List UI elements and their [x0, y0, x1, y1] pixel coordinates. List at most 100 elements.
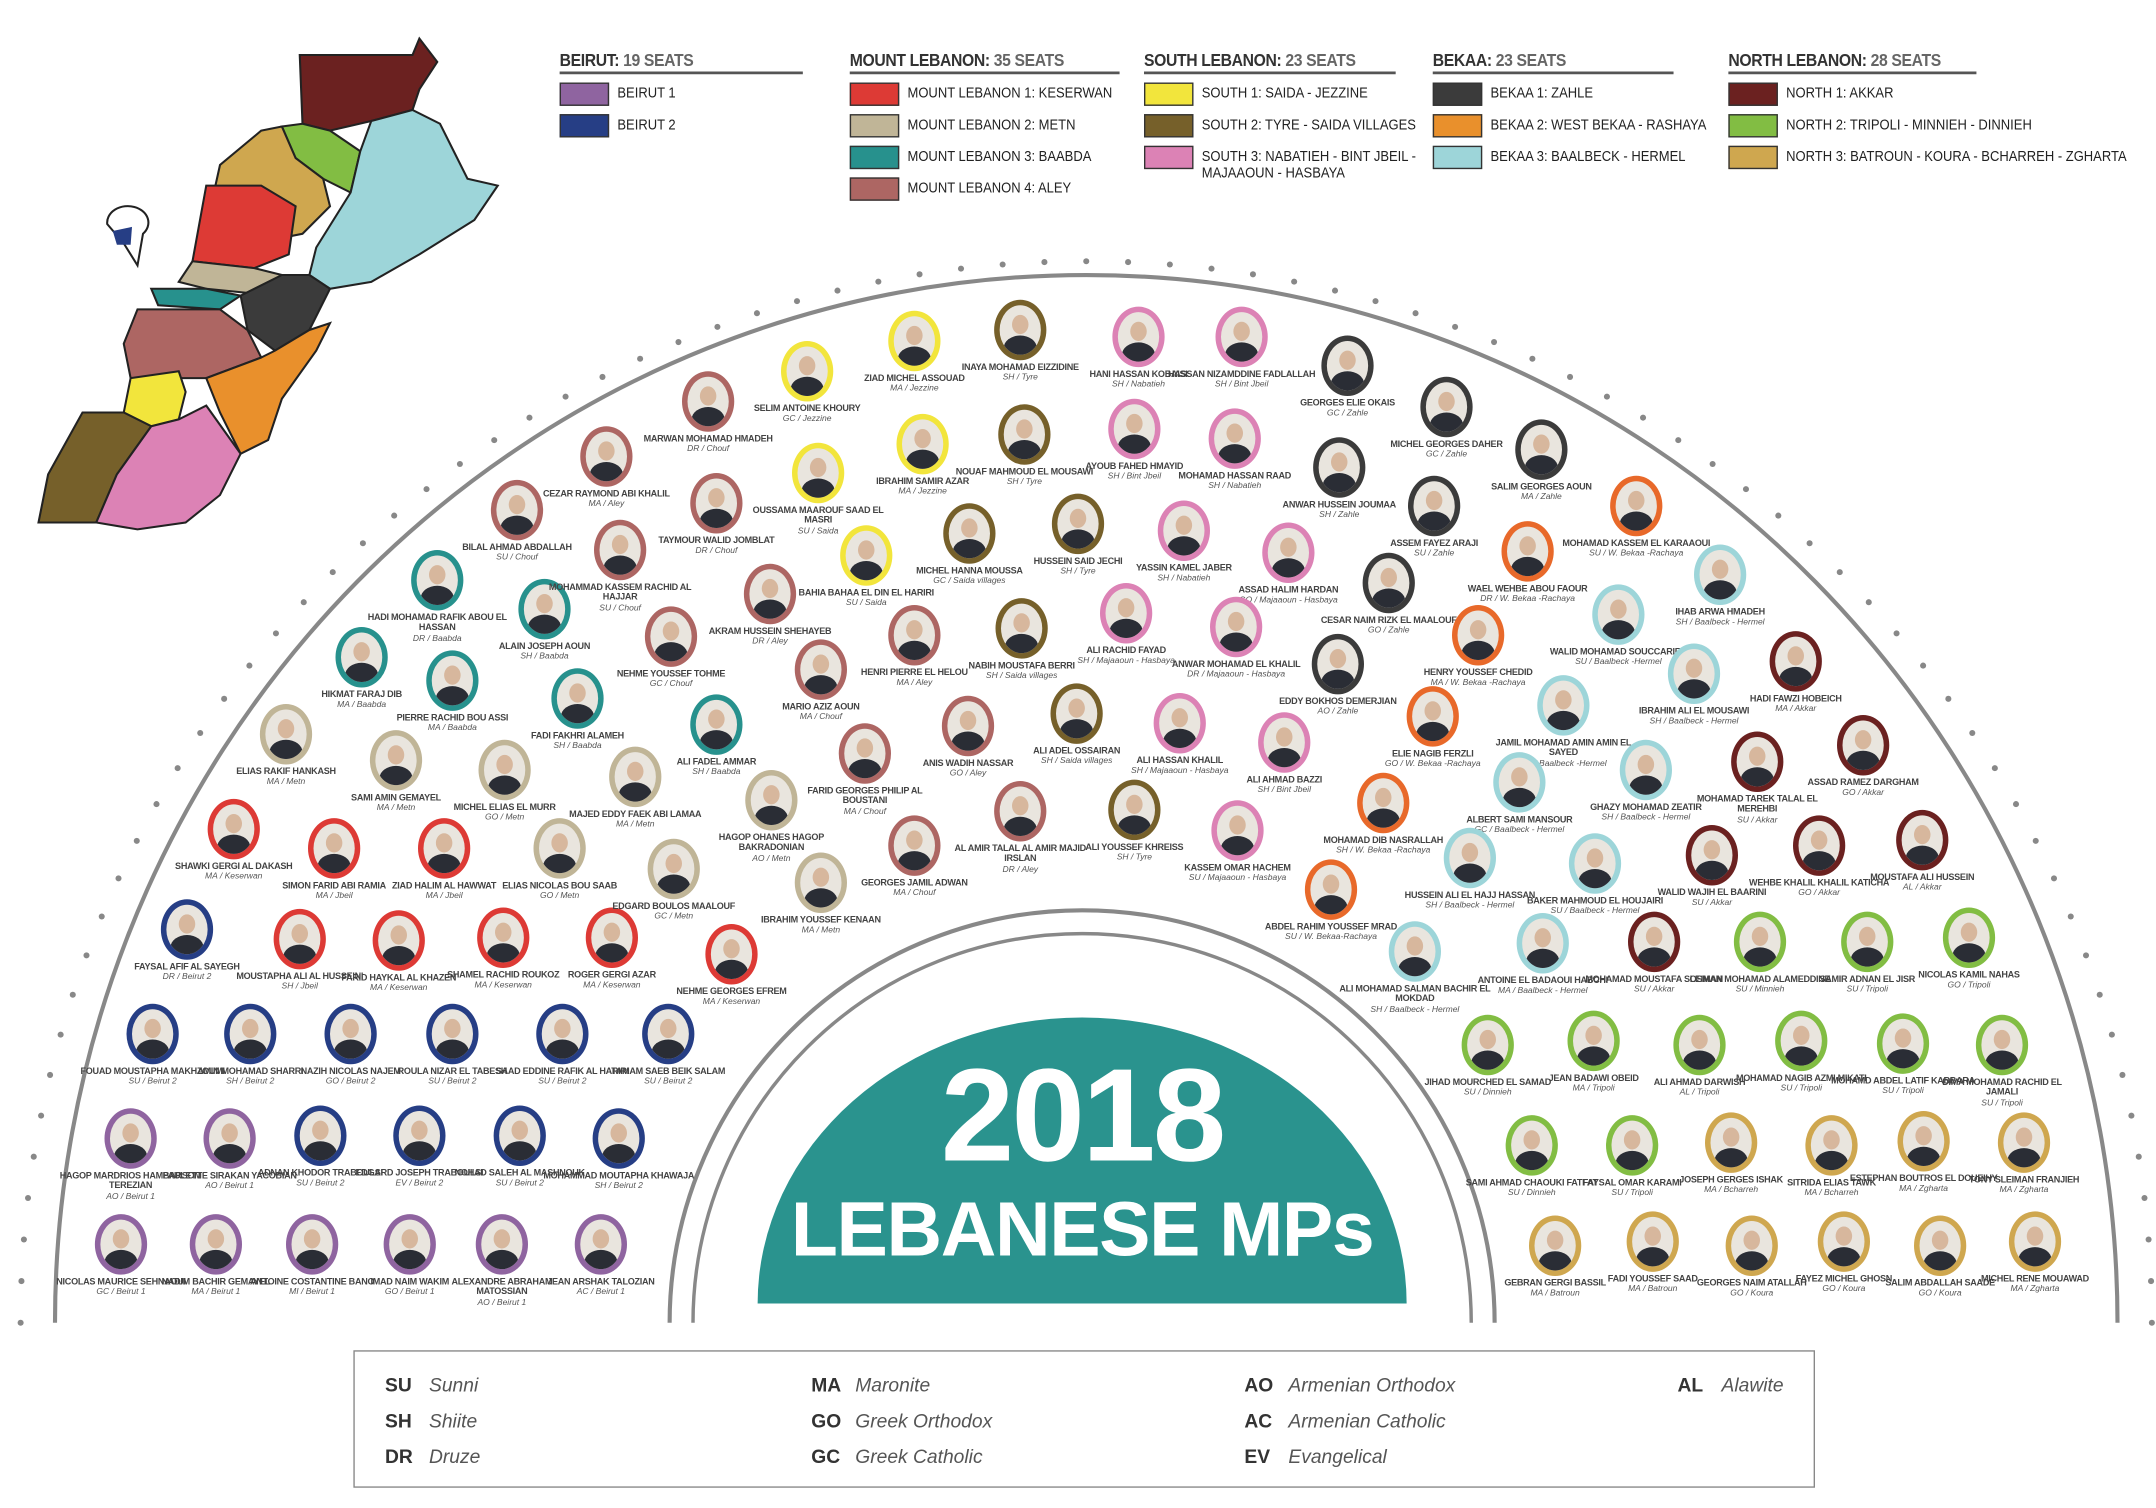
mp-card[interactable]: YASSIN KAMEL JABER SH / Nabatieh — [1108, 500, 1259, 585]
mp-card[interactable]: MARIO AZIZ AOUN MA / Chouf — [745, 639, 896, 723]
mp-card[interactable]: HIKMAT FARAJ DIB MA / Baabda — [286, 627, 437, 711]
mp-card[interactable]: SHAWKI GERGI AL DAKASH MA / Keserwan — [158, 798, 309, 883]
mp-card[interactable]: HENRI PIERRE EL HELOU MA / Aley — [839, 605, 990, 689]
mp-card[interactable]: HUSSEIN SAID JECHI SH / Tyre — [1002, 493, 1153, 578]
mp-card[interactable]: FADI YOUSSEF SAAD MA / Batroun — [1577, 1211, 1728, 1295]
mp-card[interactable]: SALIM ABDALLAH SAADE GO / Koura — [1865, 1215, 2016, 1300]
mp-card[interactable]: MICHEL GEORGES DAHER GC / Zahle — [1371, 376, 1522, 461]
mp-card[interactable]: ALI MOHAMAD SALMAN BACHIR EL MOKDAD SH / … — [1339, 921, 1491, 1015]
mp-card[interactable]: SALIM GEORGES AOUN MA / Zahle — [1466, 419, 1617, 503]
mp-card[interactable]: WEHBE KHALIL KHALIL KATICHA GO / Akkar — [1744, 815, 1895, 899]
mp-card[interactable]: FARID HAYKAL AL KHAZEN MA / Keserwan — [323, 910, 474, 994]
mp-card[interactable]: EDDY BOKHOS DEMERJIAN AO / Zahle — [1262, 633, 1413, 718]
mp-card[interactable]: NICOLAS MAURICE SEHNAOUI GC / Beirut 1 — [45, 1214, 196, 1298]
mp-card[interactable]: SAMI AMIN GEMAYEL MA / Metn — [320, 730, 471, 814]
mp-card[interactable]: SHAMEL RACHID ROUKOZ MA / Keserwan — [428, 907, 579, 992]
mp-card[interactable]: NABIH MOUSTAFA BERRI SH / Saida villages — [946, 598, 1097, 682]
mp-card[interactable]: PIERRE RACHID BOU ASSI MA / Baabda — [377, 650, 528, 734]
mp-card[interactable]: MOUSTAFA ALI HUSSEIN AL / Akkar — [1847, 809, 1998, 894]
mp-card[interactable]: ANIS WADIH NASSAR GO / Aley — [892, 695, 1043, 780]
mp-card[interactable]: ALI FADEL AMMAR SH / Baabda — [641, 694, 792, 778]
mp-card[interactable]: SITRIDA ELIAS TAWK MA / Bcharreh — [1756, 1115, 1907, 1199]
mp-card[interactable]: HADI FAWZI HOBEICH MA / Akkar — [1720, 631, 1871, 715]
mp-card[interactable]: OSMAN MOHAMAD ALAMEDDINE SU / Minnieh — [1684, 911, 1835, 996]
mp-card[interactable]: MARWAN MOHAMAD HMADEH DR / Chouf — [633, 371, 784, 455]
mp-card[interactable]: ALI ADEL OSSAIRAN SH / Saida villages — [1001, 683, 1152, 767]
mp-card[interactable]: EDGARD JOSEPH TRABOULSI EV / Beirut 2 — [344, 1105, 495, 1190]
mp-card[interactable]: MICHEL RENE MOUAWAD MA / Zgharta — [1959, 1211, 2110, 1295]
mp-card[interactable]: CESAR NAIM RIZK EL MAALOUF GO / Zahle — [1313, 552, 1464, 637]
mp-card[interactable]: FADI FAKHRI ALAMEH SH / Baabda — [502, 668, 653, 752]
mp-card[interactable]: PAULETTE SIRAKAN YACOBIAN AO / Beirut 1 — [154, 1108, 305, 1192]
mp-card[interactable]: SIMON FARID ABI RAMIA MA / Jbeil — [259, 818, 410, 902]
mp-card[interactable]: SAMIR ADNAN EL JISR SU / Tripoli — [1792, 911, 1943, 996]
mp-card[interactable]: JIHAD MOURCHED EL SAMAD SU / Dinnieh — [1412, 1014, 1563, 1099]
mp-card[interactable]: HENRY YOUSSEF CHEDID MA / W. Bekaa -Racha… — [1403, 605, 1554, 689]
mp-card[interactable]: ELIAS NICOLAS BOU SAAB GO / Metn — [484, 818, 635, 902]
mp-card[interactable]: BILAL AHMAD ABDALLAH SU / Chouf — [441, 479, 592, 564]
mp-card[interactable]: NADIM BACHIR GEMAYEL MA / Beirut 1 — [140, 1214, 291, 1298]
mp-card[interactable]: CEZAR RAYMOND ABI KHALIL MA / Aley — [531, 426, 682, 510]
mp-card[interactable]: MOHAMAD HASSAN RAAD SH / Nabatieh — [1159, 408, 1310, 492]
mp-card[interactable]: KASSEM OMAR HACHEM SU / Majaaoun - Hasbay… — [1162, 800, 1313, 884]
mp-card[interactable]: ASSAD RAMEZ DARGHAM GO / Akkar — [1788, 715, 1939, 799]
mp-card[interactable]: INAYA MOHAMAD EIZZIDINE SH / Tyre — [945, 299, 1096, 384]
mp-card[interactable]: ALI YOUSSEF KHREISS SH / Tyre — [1059, 779, 1210, 864]
mp-card[interactable]: MOHAMD ABDEL LATIF KABBARA SU / Tripoli — [1827, 1013, 1978, 1097]
mp-card[interactable]: MOUSTAPHA ALI AL HUSSEINI SH / Jbeil — [224, 908, 375, 993]
mp-card[interactable]: AYOUB FAHED HMAYID SH / Bint Jbeil — [1059, 398, 1210, 483]
mp-card[interactable]: FAYEZ MICHEL GHOSN GO / Koura — [1768, 1211, 1919, 1295]
mp-card[interactable]: SAAD EDDINE RAFIK AL HARIRI SU / Beirut 2 — [487, 1003, 638, 1088]
mp-card[interactable]: ALI AHMAD DARWISH AL / Tripoli — [1624, 1014, 1775, 1099]
mp-card[interactable]: EDGARD BOULOS MAALOUF GC / Metn — [598, 838, 749, 923]
mp-card[interactable]: WALID MOHAMAD SOUCCARIEH SU / Baalbeck -H… — [1543, 584, 1694, 668]
mp-card[interactable]: ALI HASSAN KHALIL SH / Majaaoun - Hasbaya — [1104, 693, 1255, 777]
mp-card[interactable]: NOUAF MAHMOUD EL MOUSAWI SH / Tyre — [949, 404, 1100, 488]
mp-card[interactable]: NAZIH NICOLAS NAJEM GO / Beirut 2 — [275, 1003, 426, 1088]
mp-card[interactable]: AL AMIR TALAL AL AMIR MAJID IRSLAN DR / A… — [945, 781, 1096, 875]
mp-card[interactable]: IHAB ARWA HMADEH SH / Baalbeck - Hermel — [1645, 544, 1796, 629]
mp-card[interactable]: ASSAD HALIM HARDAN GO / Majaaoun - Hasbay… — [1213, 522, 1364, 607]
mp-card[interactable]: WALID WAJIH EL BAARINI SU / Akkar — [1636, 825, 1787, 909]
mp-card[interactable]: ADNAN KHODOR TRABOULSI SU / Beirut 2 — [245, 1105, 396, 1190]
mp-card[interactable]: ZIAD HALIM AL HAWWAT MA / Jbeil — [369, 818, 520, 902]
mp-card[interactable]: DIMA MOHAMAD RACHID EL JAMALI SU / Tripol… — [1926, 1014, 2077, 1109]
mp-card[interactable]: ESTEPHAN BOUTROS EL DOUEIHY MA / Zgharta — [1848, 1111, 1999, 1195]
mp-card[interactable]: NEHME GEORGES EFREM MA / Keserwan — [656, 924, 807, 1008]
mp-card[interactable]: AKRAM HUSSEIN SHEHAYEB DR / Aley — [694, 563, 845, 648]
mp-card[interactable]: IMAD NAIM WAKIM GO / Beirut 1 — [334, 1214, 485, 1298]
mp-card[interactable]: IBRAHIM ALI EL MOUSAWI SH / Baalbeck - He… — [1618, 643, 1769, 728]
mp-card[interactable]: WAEL WEHBE ABOU FAOUR DR / W. Bekaa -Rach… — [1452, 521, 1603, 605]
mp-card[interactable]: GEBRAN GERGI BASSIL MA / Batroun — [1480, 1215, 1631, 1300]
mp-card[interactable]: MOHAMAD DIB NASRALLAH SH / W. Bekaa -Rach… — [1308, 772, 1459, 857]
mp-card[interactable]: AMIN MOHAMAD SHARRI SH / Beirut 2 — [175, 1003, 326, 1088]
mp-card[interactable]: MAJED EDDY FAEK ABI LAMAA MA / Metn — [560, 746, 711, 831]
mp-card[interactable]: ALEXANDRE ABRAHAM MATOSSIAN AO / Beirut 1 — [426, 1214, 577, 1308]
mp-card[interactable]: NOHAD SALEH AL MASHNOUK SU / Beirut 2 — [444, 1105, 595, 1190]
mp-card[interactable]: MOHAMAD MOUSTAFA SLEIMAN SU / Akkar — [1579, 911, 1730, 996]
mp-card[interactable]: IBRAHIM SAMIR AZAR MA / Jezzine — [847, 413, 998, 498]
mp-card[interactable]: ALI AHMAD BAZZI SH / Bint Jbeil — [1209, 712, 1360, 796]
mp-card[interactable]: TAYMOUR WALID JOMBLAT DR / Chouf — [641, 473, 792, 557]
mp-card[interactable]: ROGER GERGI AZAR MA / Keserwan — [536, 907, 687, 992]
mp-card[interactable]: HASSAN NIZAMDDINE FADLALLAH SH / Bint Jbe… — [1166, 306, 1317, 391]
mp-card[interactable]: ELIAS RAKIF HANKASH MA / Metn — [210, 704, 361, 788]
mp-card[interactable]: ASSEM FAYEZ ARAJI SU / Zahle — [1359, 475, 1510, 560]
mp-card[interactable]: GHAZY MOHAMAD ZEATIR SH / Baalbeck - Herm… — [1570, 739, 1721, 824]
mp-card[interactable]: JAMIL MOHAMAD AMIN AMIN EL SAYED SH / Baa… — [1488, 675, 1639, 769]
mp-card[interactable]: FARID GEORGES PHILIP AL BOUSTANI MA / Cho… — [789, 723, 940, 817]
mp-card[interactable]: ROULA NIZAR EL TABESH SU / Beirut 2 — [377, 1003, 528, 1088]
mp-card[interactable]: FAYSAL AFIF AL SAYEGH DR / Beirut 2 — [111, 899, 262, 983]
mp-card[interactable]: HAGOP OHANES HAGOP BAKRADONIAN AO / Metn — [696, 770, 847, 864]
mp-card[interactable]: GEORGES JAMIL ADWAN MA / Chouf — [839, 815, 990, 899]
mp-card[interactable]: MICHEL ELIAS EL MURR GO / Metn — [429, 739, 580, 824]
mp-card[interactable]: ZIAD MICHEL ASSOUAD MA / Jezzine — [839, 310, 990, 395]
mp-card[interactable]: HAGOP MARDRIOS HAMBARSOM TEREZIAN AO / Be… — [55, 1108, 206, 1202]
mp-card[interactable]: GEORGES ELIE OKAIS GC / Zahle — [1272, 335, 1423, 420]
mp-card[interactable]: OUSSAMA MAAROUF SAAD EL MASRI SU / Saida — [743, 442, 894, 537]
mp-card[interactable]: NICOLAS KAMIL NAHAS GO / Tripoli — [1893, 907, 2044, 992]
mp-card[interactable]: FAYSAL OMAR KARAMI SU / Tripoli — [1557, 1115, 1708, 1199]
mp-card[interactable]: ANWAR HUSSEIN JOUMAA SH / Zahle — [1264, 437, 1415, 521]
mp-card[interactable]: ALI RACHID FAYAD SH / Majaaoun - Hasbaya — [1051, 583, 1202, 667]
mp-card[interactable]: HANI HASSAN KOBAISI SH / Nabatieh — [1063, 306, 1214, 391]
